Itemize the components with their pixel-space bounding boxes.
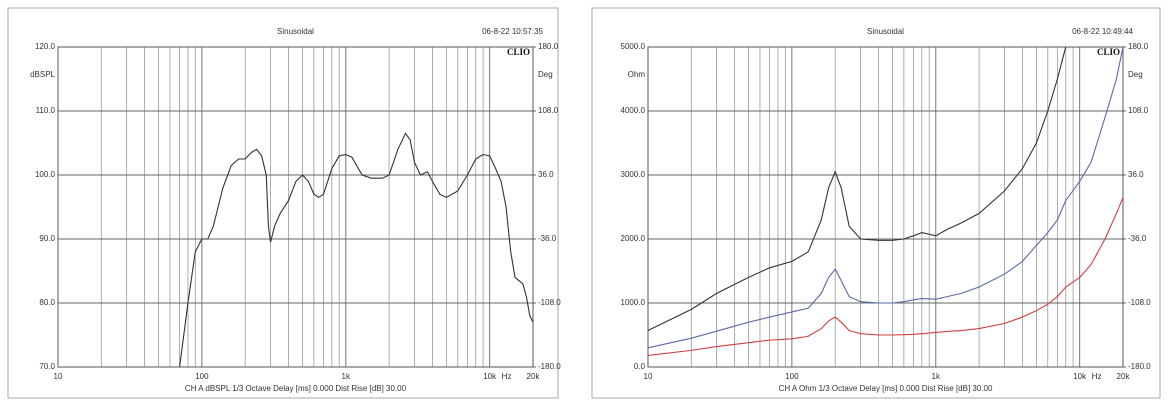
x-tick-label: 1k	[932, 372, 941, 381]
footer: CH A Ohm 1/3 Octave Delay [ms] 0.000 Dis…	[779, 384, 993, 393]
x-tick-label: 20k	[527, 372, 541, 381]
data-line	[648, 47, 1123, 349]
y2-tick-label: -36.0	[538, 234, 557, 243]
plot-frame	[647, 46, 1124, 368]
data-line	[648, 197, 1123, 357]
x-tick-label: 100	[195, 372, 209, 381]
data-line	[648, 47, 1067, 332]
plot-frame	[57, 46, 534, 368]
y-tick-label: 0.0	[634, 362, 646, 371]
x-unit: Hz	[1092, 372, 1102, 381]
x-tick-label: 10	[54, 372, 63, 381]
y-tick-label: 110.0	[36, 106, 56, 115]
brand: CLIO	[1097, 47, 1120, 57]
data-line	[179, 132, 533, 367]
y2-tick-label: 36.0	[1128, 170, 1144, 179]
y-axis-label: Ohm	[628, 70, 646, 79]
brand: CLIO	[507, 47, 530, 57]
x-tick-label: 1k	[342, 372, 351, 381]
y2-tick-label: -180.0	[1128, 362, 1151, 371]
y-tick-label: 3000.0	[621, 170, 646, 179]
x-tick-label: 20k	[1117, 372, 1131, 381]
y2-tick-label: -108.0	[538, 298, 561, 307]
y2-tick-label: -180.0	[538, 362, 561, 371]
timestamp: 06-8-22 10:57:35	[482, 27, 543, 36]
x-tick-label: 10	[644, 372, 653, 381]
plot-area	[58, 47, 533, 367]
chart-title: Sinusoidal	[867, 27, 904, 36]
chart-title: Sinusoidal	[277, 27, 314, 36]
y2-tick-label: -108.0	[1128, 298, 1151, 307]
y2-tick-label: 108.0	[538, 106, 559, 115]
y-tick-label: 120.0	[35, 42, 56, 51]
y-axis-label: dBSPL	[30, 70, 55, 79]
y2-tick-label: -36.0	[1128, 234, 1147, 243]
y2-axis-label: Deg	[538, 70, 553, 79]
y-tick-label: 90.0	[39, 234, 55, 243]
y-tick-label: 5000.0	[621, 42, 646, 51]
x-tick-label: 10k	[1073, 372, 1087, 381]
y-tick-label: 80.0	[39, 298, 55, 307]
x-tick-label: 100	[785, 372, 799, 381]
x-unit: Hz	[502, 372, 512, 381]
y-tick-label: 4000.0	[621, 106, 646, 115]
y2-tick-label: 180.0	[538, 42, 559, 51]
y2-tick-label: 36.0	[538, 170, 554, 179]
y2-tick-label: 108.0	[1128, 106, 1149, 115]
plot-area	[648, 47, 1123, 367]
y-tick-label: 100.0	[35, 170, 56, 179]
footer: CH A dBSPL 1/3 Octave Delay [ms] 0.000 D…	[185, 384, 407, 393]
x-tick-label: 10k	[483, 372, 497, 381]
y-tick-label: 2000.0	[621, 234, 646, 243]
y2-tick-label: 180.0	[1128, 42, 1149, 51]
y-tick-label: 70.0	[39, 362, 55, 371]
y-tick-label: 1000.0	[621, 298, 646, 307]
timestamp: 06-8-22 10:49:44	[1072, 27, 1133, 36]
y2-axis-label: Deg	[1128, 70, 1143, 79]
